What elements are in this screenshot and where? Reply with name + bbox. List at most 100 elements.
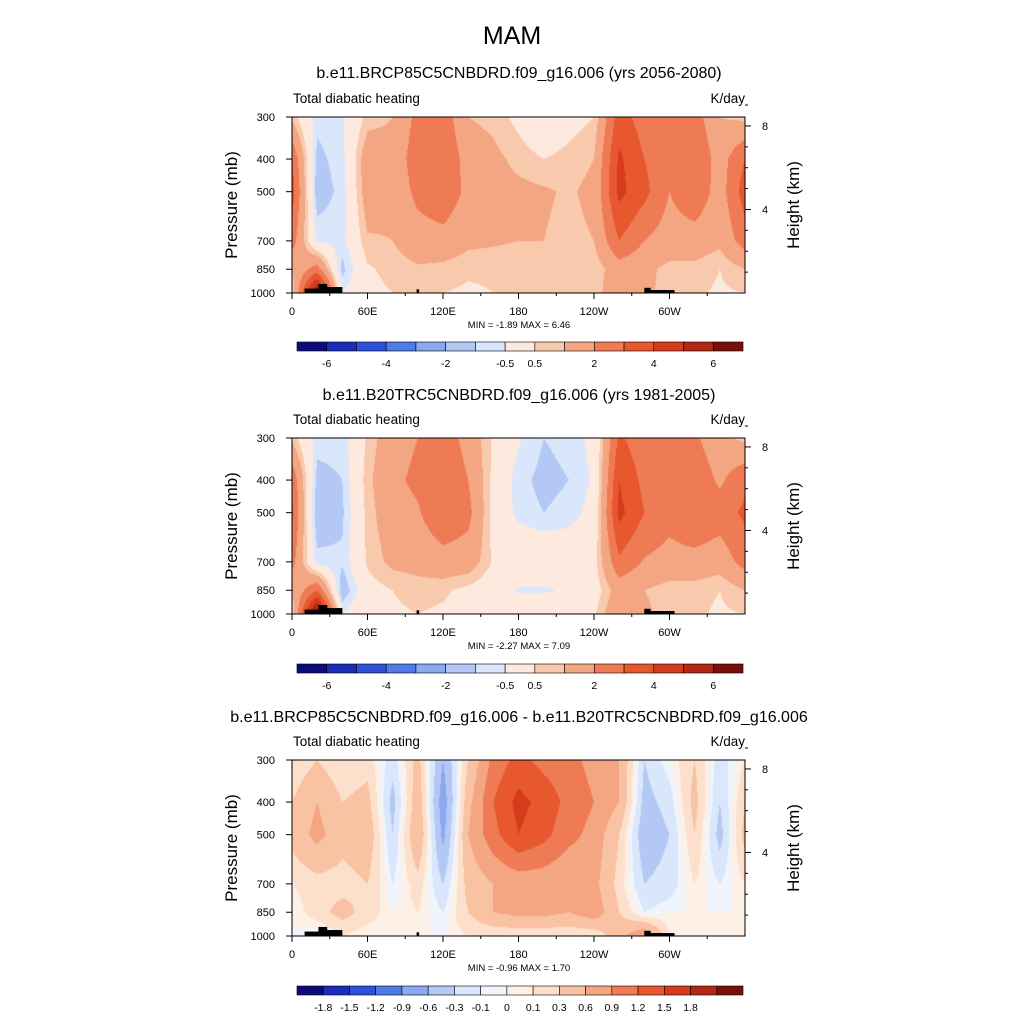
topography-block (318, 926, 328, 936)
x-tick-label: 60E (358, 949, 378, 961)
colorbar-box (415, 663, 446, 674)
heatmap-field (292, 438, 745, 614)
colorbar-label: 0.6 (578, 1002, 593, 1014)
y-tick-label: 400 (257, 475, 275, 487)
colorbar-box (427, 985, 455, 996)
x-tick-label: 60W (658, 627, 681, 639)
colorbar-label: -0.6 (419, 1002, 437, 1014)
colorbar-box (594, 663, 625, 674)
chart-panel-3: b.e11.BRCP85C5CNBDRD.f09_g16.006 - b.e11… (222, 709, 808, 1014)
colorbar-box (296, 663, 328, 674)
units-label: K/day (710, 412, 745, 427)
topography-block (644, 608, 651, 614)
variable-label: Total diabatic heating (293, 412, 420, 427)
colorbar-box (564, 341, 595, 352)
colorbar-label: -6 (322, 680, 331, 692)
x-tick-label: 120E (430, 949, 456, 961)
y-axis-title: Pressure (mb) (222, 794, 241, 902)
colorbar-box (623, 341, 655, 352)
colorbar-label: -0.3 (445, 1002, 463, 1014)
colorbar-label: 1.2 (631, 1002, 646, 1014)
colorbar-box (349, 985, 377, 996)
colorbar-box (653, 663, 684, 674)
colorbar-box (445, 663, 476, 674)
min-max-stats: MIN = -0.96 MAX = 1.70 (468, 963, 570, 974)
topography-block (325, 287, 343, 293)
chart-panel-2: b.e11.B20TRC5CNBDRD.f09_g16.006 (yrs 198… (222, 387, 803, 692)
colorbar-box (690, 985, 718, 996)
y-tick-label: 700 (257, 557, 275, 569)
colorbar-box (322, 985, 350, 996)
variable-label: Total diabatic heating (293, 91, 420, 106)
height-tick-label: 4 (762, 204, 768, 216)
colorbar-box (385, 663, 417, 674)
colorbar-label: -4 (382, 358, 391, 370)
colorbar-box (564, 663, 595, 674)
min-max-stats: MIN = -2.27 MAX = 7.09 (468, 641, 570, 652)
y-tick-label: 1000 (251, 931, 275, 943)
topography-block (644, 930, 651, 936)
y-tick-label: 850 (257, 264, 275, 276)
colorbar-label: 0.9 (605, 1002, 620, 1014)
colorbar-box (712, 663, 744, 674)
colorbar-box (663, 985, 691, 996)
colorbar-box (475, 341, 506, 352)
y-axis-title-right: Height (km) (784, 482, 803, 570)
panel-title: b.e11.BRCP85C5CNBDRD.f09_g16.006 (yrs 20… (316, 65, 721, 82)
colorbar-box (683, 663, 714, 674)
colorbar-box (296, 985, 324, 996)
height-tick-label: 8 (762, 121, 768, 133)
y-tick-label: 700 (257, 879, 275, 891)
y-tick-label: 1000 (251, 288, 275, 300)
colorbar-box (356, 341, 387, 352)
topography-block (304, 288, 326, 293)
colorbar-label: 2 (591, 358, 597, 370)
colorbar-label: 2 (591, 680, 597, 692)
topography-block (304, 931, 326, 936)
colorbar-label: -0.1 (472, 1002, 490, 1014)
y-tick-label: 1000 (251, 609, 275, 621)
y-axis-title: Pressure (mb) (222, 472, 241, 580)
colorbar-box (454, 985, 481, 996)
panel-title: b.e11.B20TRC5CNBDRD.f09_g16.006 (yrs 198… (323, 387, 716, 404)
y-tick-label: 300 (257, 112, 275, 124)
height-tick-label: 8 (762, 442, 768, 454)
colorbar-box (504, 341, 536, 352)
x-tick-label: 180 (509, 627, 527, 639)
colorbar-box (534, 663, 565, 674)
colorbar-box (506, 985, 534, 996)
y-tick-label: 400 (257, 797, 275, 809)
y-tick-label: 500 (257, 187, 275, 199)
y-tick-label: 500 (257, 508, 275, 520)
colorbar-label: -2 (441, 680, 450, 692)
colorbar-box (504, 663, 536, 674)
colorbar-box (296, 341, 328, 352)
colorbar: -6 -4 -2 -0.5 0.5 2 4 6 (296, 341, 744, 370)
y-tick-label: 700 (257, 236, 275, 248)
colorbar-label: -1.8 (314, 1002, 332, 1014)
colorbar-label: 0.5 (528, 680, 543, 692)
colorbar-label: 1.8 (683, 1002, 698, 1014)
colorbar-label: 6 (710, 358, 716, 370)
colorbar: -6 -4 -2 -0.5 0.5 2 4 6 (296, 663, 744, 692)
colorbar-box (716, 985, 744, 996)
units-label: K/day (710, 734, 745, 749)
topography-block (644, 611, 675, 614)
x-tick-label: 180 (509, 306, 527, 318)
colorbar-box (401, 985, 429, 996)
colorbar-box (480, 985, 508, 996)
panels: b.e11.BRCP85C5CNBDRD.f09_g16.006 (yrs 20… (222, 65, 808, 1014)
x-tick-label: 0 (289, 627, 295, 639)
chart-panel-1: b.e11.BRCP85C5CNBDRD.f09_g16.006 (yrs 20… (222, 65, 803, 370)
x-tick-label: 180 (509, 949, 527, 961)
x-tick-label: 120W (580, 949, 609, 961)
colorbar-box (326, 663, 357, 674)
heatmap-field (292, 760, 745, 936)
topography-block (416, 289, 420, 293)
colorbar-label: 4 (651, 680, 657, 692)
y-axis-title-right: Height (km) (784, 804, 803, 892)
topography-block (644, 290, 675, 293)
colorbar-box (326, 341, 357, 352)
colorbar-box (356, 663, 387, 674)
